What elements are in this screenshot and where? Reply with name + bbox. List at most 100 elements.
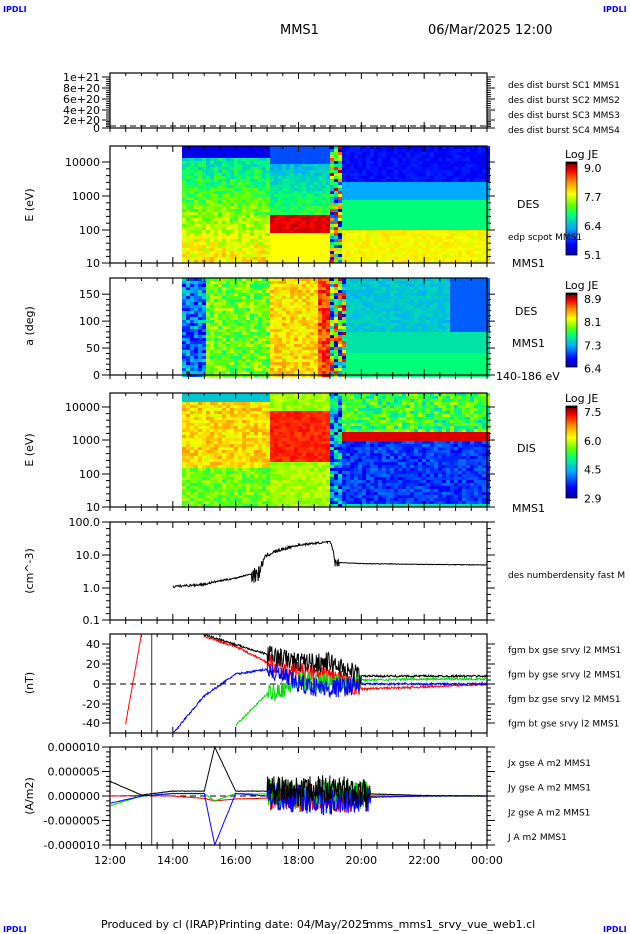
spectrogram-cell xyxy=(378,236,382,239)
spectrogram-cell xyxy=(470,233,474,236)
spectrogram-cell xyxy=(186,332,190,335)
spectrogram-cell xyxy=(214,260,218,263)
spectrogram-cell xyxy=(290,350,294,353)
spectrogram-cell xyxy=(250,170,254,173)
spectrogram-cell xyxy=(362,167,366,170)
spectrogram-cell xyxy=(230,146,234,149)
spectrogram-cell xyxy=(474,170,478,173)
spectrogram-cell xyxy=(182,308,186,311)
spectrogram-cell xyxy=(334,215,338,218)
spectrogram-cell xyxy=(190,251,194,254)
spectrogram-cell xyxy=(278,278,282,281)
spectrogram-cell xyxy=(274,317,278,320)
spectrogram-cell xyxy=(310,335,314,338)
spectrogram-cell xyxy=(470,185,474,188)
spectrogram-cell xyxy=(334,284,338,287)
spectrogram-cell xyxy=(294,149,298,152)
spectrogram-cell xyxy=(262,278,266,281)
spectrogram-cell xyxy=(458,173,462,176)
spectrogram-cell xyxy=(338,203,342,206)
spectrogram-cell xyxy=(334,341,338,344)
spectrogram-cell xyxy=(418,170,422,173)
spectrogram-cell xyxy=(190,347,194,350)
spectrogram-cell xyxy=(330,341,334,344)
spectrogram-cell xyxy=(310,287,314,290)
spectrogram-cell xyxy=(318,356,322,359)
spectrogram-cell xyxy=(378,293,382,296)
spectrogram-cell xyxy=(278,245,282,248)
spectrogram-cell xyxy=(282,209,286,212)
spectrogram-cell xyxy=(306,251,310,254)
spectrogram-cell xyxy=(226,170,230,173)
spectrogram-cell xyxy=(190,248,194,251)
spectrogram-cell xyxy=(434,221,438,224)
spectrogram-cell xyxy=(338,350,342,353)
spectrogram-cell xyxy=(342,233,346,236)
spectrogram-cell xyxy=(278,341,282,344)
spectrogram-cell xyxy=(286,347,290,350)
spectrogram-cell xyxy=(246,254,250,257)
spectrogram-cell xyxy=(226,152,230,155)
spectrogram-cell xyxy=(254,167,258,170)
spectrogram-cell xyxy=(302,155,306,158)
spectrogram-cell xyxy=(218,227,222,230)
spectrogram-cell xyxy=(194,248,198,251)
spectrogram-cell xyxy=(326,311,330,314)
spectrogram-cell xyxy=(486,212,490,215)
spectrogram-cell xyxy=(482,146,486,149)
spectrogram-cell xyxy=(186,278,190,281)
spectrogram-cell xyxy=(458,197,462,200)
spectrogram-cell xyxy=(182,227,186,230)
spectrogram-cell xyxy=(358,335,362,338)
spectrogram-cell xyxy=(322,161,326,164)
spectrogram-cell xyxy=(306,305,310,308)
spectrogram-cell xyxy=(362,149,366,152)
spectrogram-cell xyxy=(398,236,402,239)
spectrogram-cell xyxy=(438,236,442,239)
spectrogram-cell xyxy=(470,173,474,176)
spectrogram-cell xyxy=(374,287,378,290)
spectrogram-cell xyxy=(426,254,430,257)
spectrogram-cell xyxy=(466,200,470,203)
colorbar-step xyxy=(566,231,577,232)
spectrogram-cell xyxy=(278,146,282,149)
spectrogram-cell xyxy=(418,158,422,161)
spectrogram-cell xyxy=(454,200,458,203)
spectrogram-cell xyxy=(442,179,446,182)
spectrogram-cell xyxy=(206,326,210,329)
spectrogram-cell xyxy=(418,200,422,203)
spectrogram-cell xyxy=(258,344,262,347)
spectrogram-cell xyxy=(322,281,326,284)
spectrogram-cell xyxy=(226,308,230,311)
spectrogram-cell xyxy=(274,194,278,197)
spectrogram-cell xyxy=(410,203,414,206)
spectrogram-cell xyxy=(302,320,306,323)
spectrogram-cell xyxy=(382,251,386,254)
spectrogram-cell xyxy=(246,299,250,302)
corner-label-bottom-right: IPDLI xyxy=(603,925,627,934)
spectrogram-cell xyxy=(190,284,194,287)
spectrogram-cell xyxy=(410,206,414,209)
spectrogram-cell xyxy=(478,245,482,248)
spectrogram-cell xyxy=(338,302,342,305)
spectrogram-cell xyxy=(334,251,338,254)
spectrogram-cell xyxy=(266,257,270,260)
spectrogram-cell xyxy=(478,224,482,227)
spectrogram-cell xyxy=(210,359,214,362)
spectrogram-cell xyxy=(442,161,446,164)
spectrogram-cell xyxy=(294,257,298,260)
spectrogram-cell xyxy=(278,215,282,218)
spectrogram-cell xyxy=(382,155,386,158)
spectrogram-cell xyxy=(406,188,410,191)
spectrogram-cell xyxy=(282,284,286,287)
spectrogram-cell xyxy=(202,233,206,236)
spectrogram-cell xyxy=(226,311,230,314)
spectrogram-cell xyxy=(370,314,374,317)
spectrogram-cell xyxy=(302,236,306,239)
colorbar-step xyxy=(566,208,577,209)
spectrogram-cell xyxy=(326,224,330,227)
spectrogram-cell xyxy=(442,188,446,191)
spectrogram-cell xyxy=(350,188,354,191)
spectrogram-cell xyxy=(238,290,242,293)
spectrogram-cell xyxy=(254,191,258,194)
